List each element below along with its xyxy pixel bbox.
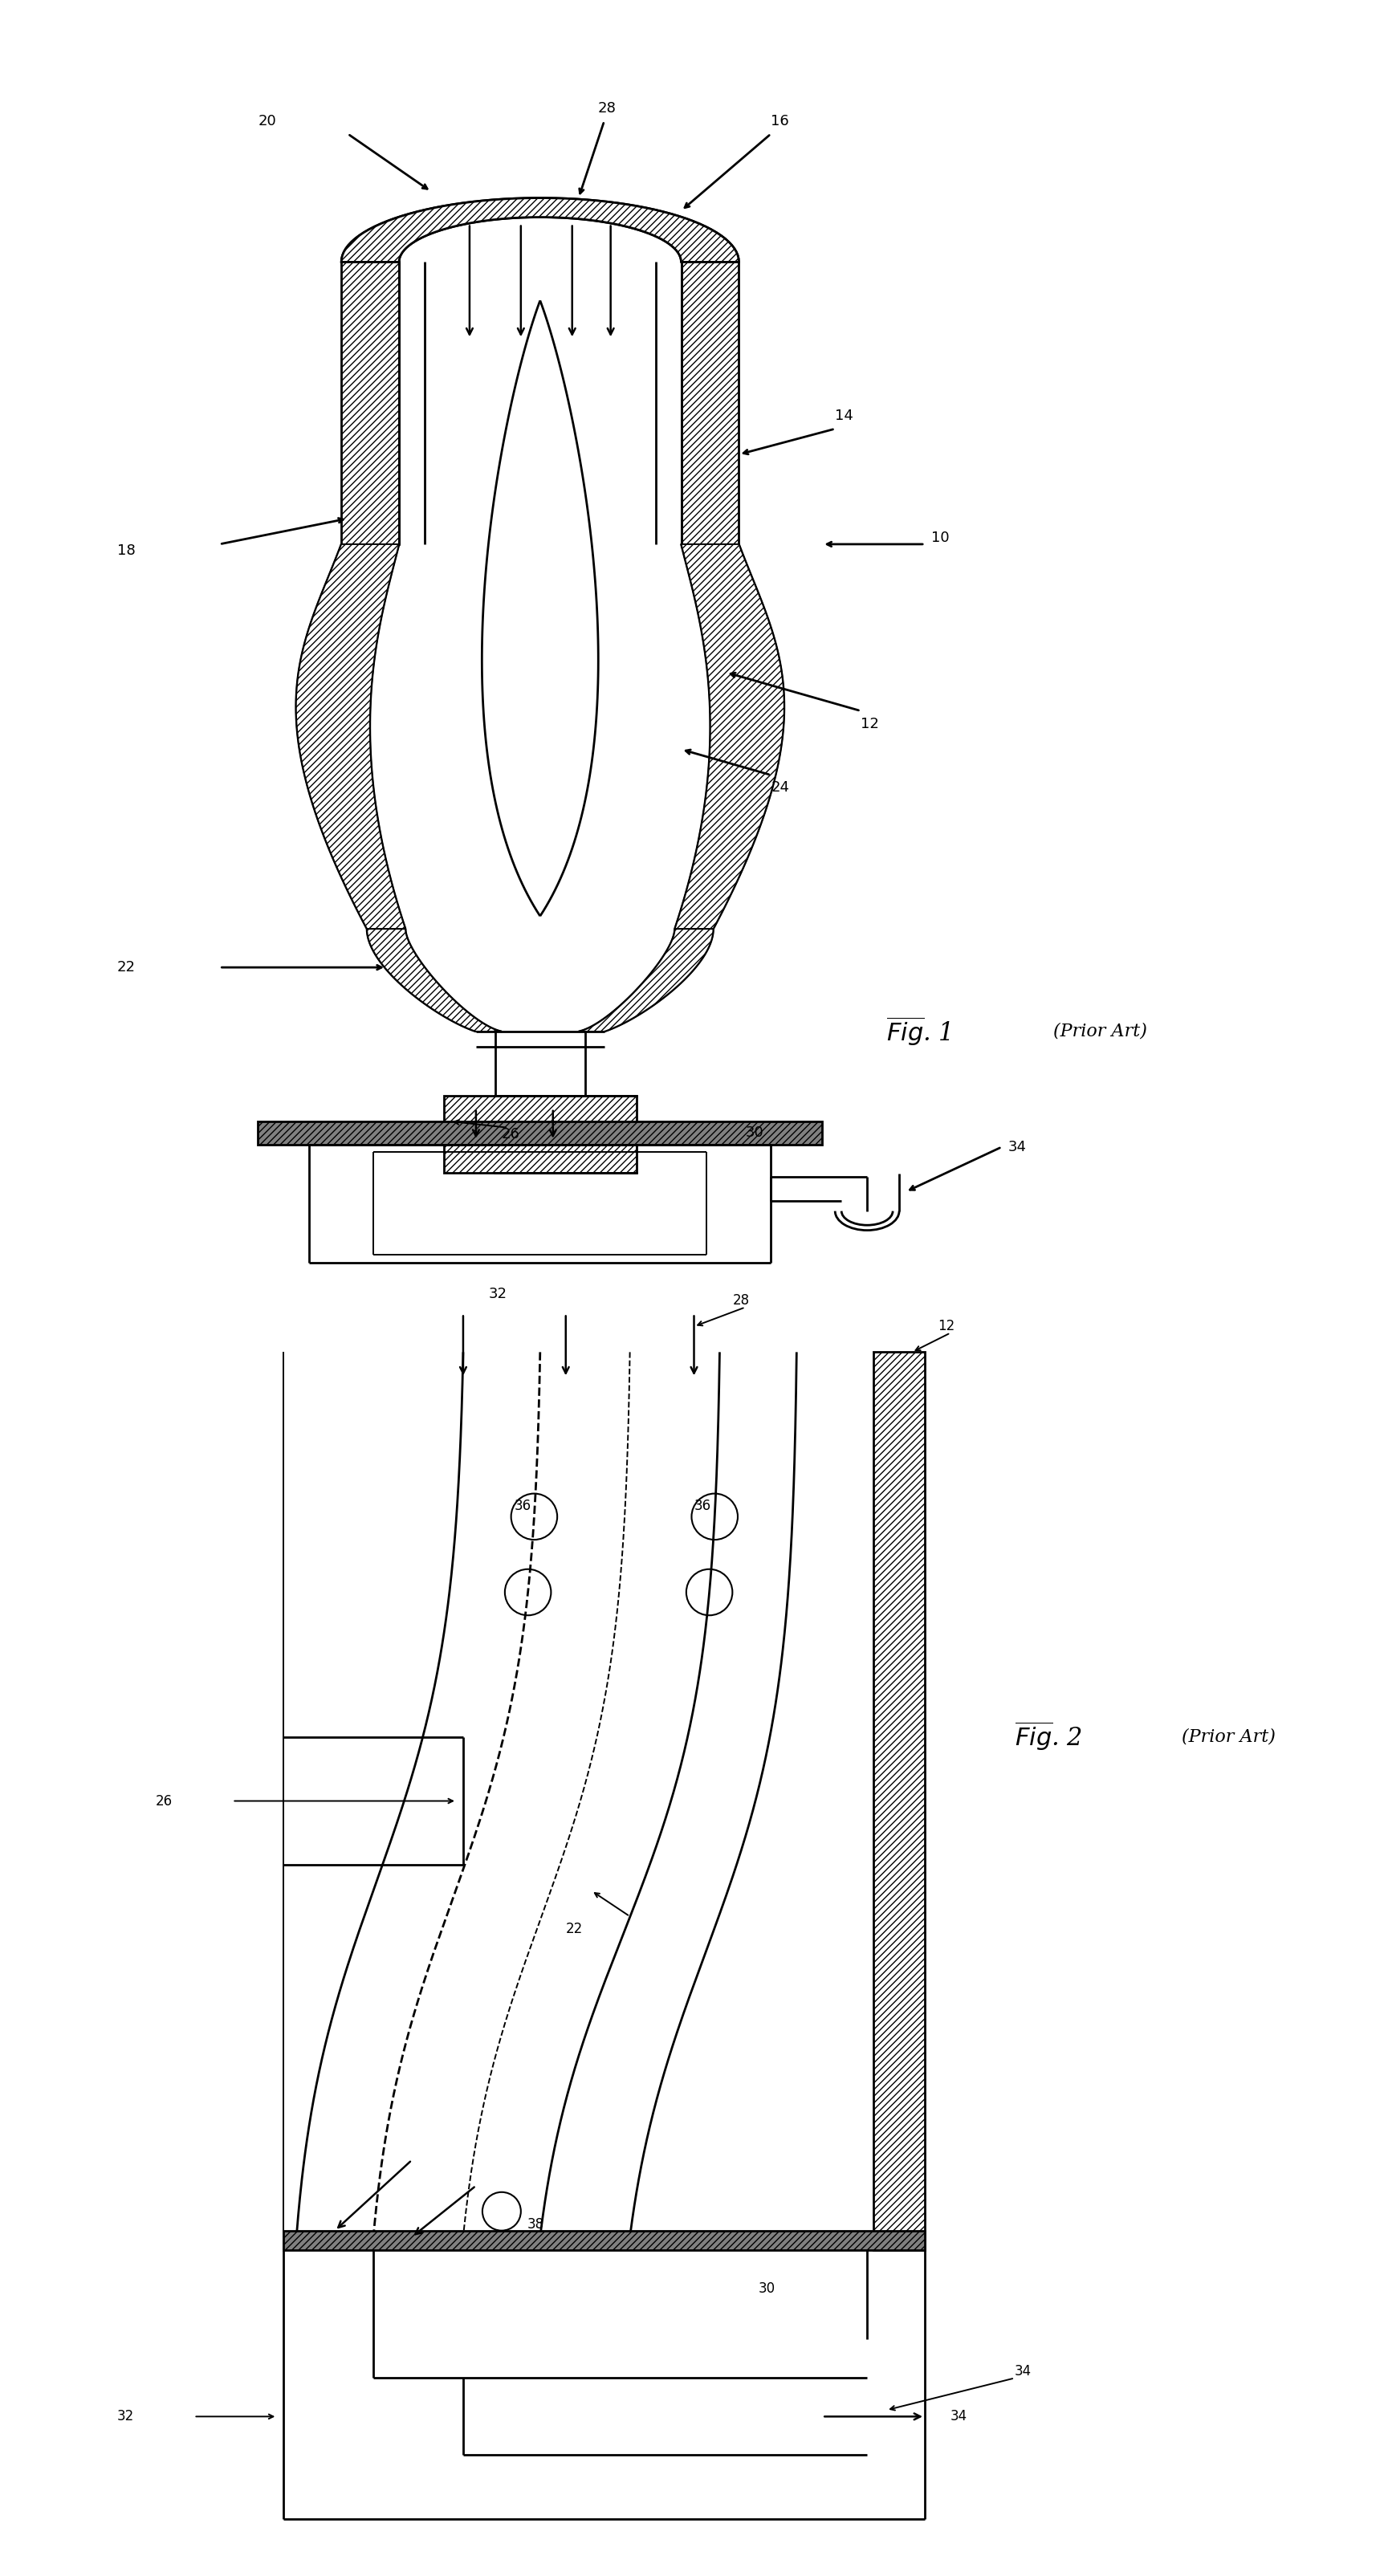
Text: 24: 24	[770, 781, 790, 796]
Text: 22: 22	[117, 961, 136, 974]
Polygon shape	[283, 2231, 924, 2249]
Polygon shape	[444, 1095, 636, 1172]
Text: 10: 10	[931, 531, 949, 546]
Polygon shape	[341, 198, 738, 263]
Text: 34: 34	[951, 2409, 967, 2424]
Text: 12: 12	[938, 1319, 955, 1334]
Polygon shape	[873, 1352, 924, 2249]
Text: 16: 16	[770, 113, 790, 129]
Text: 32: 32	[117, 2409, 135, 2424]
Text: 20: 20	[258, 113, 276, 129]
Text: 34: 34	[1015, 2365, 1031, 2378]
Text: 12: 12	[861, 716, 879, 732]
Polygon shape	[682, 263, 738, 544]
Text: 30: 30	[758, 2282, 775, 2295]
Text: (Prior Art): (Prior Art)	[1053, 1023, 1146, 1041]
Polygon shape	[296, 544, 405, 930]
Text: 26: 26	[155, 1793, 172, 1808]
Polygon shape	[341, 263, 398, 544]
Text: 36: 36	[694, 1499, 711, 1512]
Polygon shape	[425, 263, 655, 544]
Text: 36: 36	[515, 1499, 532, 1512]
Polygon shape	[371, 544, 711, 930]
Polygon shape	[675, 544, 784, 930]
Text: 28: 28	[733, 1293, 750, 1309]
Polygon shape	[366, 930, 501, 1030]
Text: 34: 34	[1008, 1139, 1027, 1154]
Text: 22: 22	[566, 1922, 583, 1937]
Text: (Prior Art): (Prior Art)	[1181, 1728, 1276, 1747]
Polygon shape	[258, 1121, 822, 1144]
Text: 28: 28	[598, 100, 616, 116]
Text: 30: 30	[745, 1126, 763, 1141]
Text: 26: 26	[501, 1126, 520, 1141]
Text: $\overline{Fig}$. 2: $\overline{Fig}$. 2	[1015, 1721, 1083, 1754]
Polygon shape	[579, 930, 713, 1030]
Text: 18: 18	[117, 544, 135, 559]
Text: 32: 32	[489, 1288, 507, 1301]
Text: 38: 38	[527, 2218, 544, 2231]
Text: $\overline{Fig}$. 1: $\overline{Fig}$. 1	[887, 1015, 951, 1048]
Text: 14: 14	[836, 410, 854, 422]
